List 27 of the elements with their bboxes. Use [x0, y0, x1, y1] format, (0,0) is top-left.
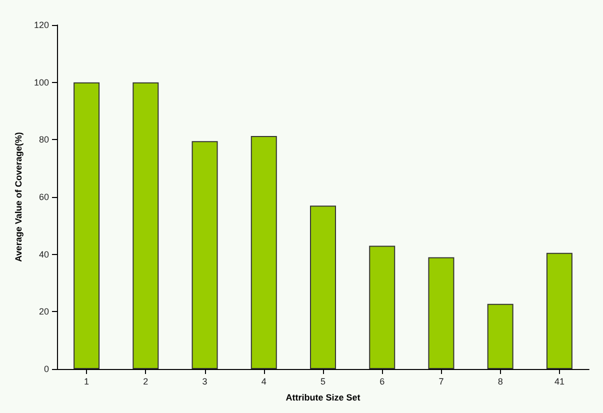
x-tick-label: 7: [438, 376, 444, 386]
bar: [74, 82, 100, 369]
y-tick-label: 20: [38, 306, 49, 317]
x-tick-label: 5: [320, 376, 326, 386]
x-tick-label: 6: [380, 376, 385, 386]
y-axis-title: Average Value of Coverage(%): [14, 132, 24, 262]
y-tick-label: 80: [38, 134, 49, 145]
x-tick-label: 4: [261, 376, 266, 386]
bar: [428, 257, 454, 369]
bar: [132, 82, 159, 369]
y-tick-label: 0: [44, 364, 49, 374]
bar: [487, 304, 514, 369]
y-tick-label: 40: [38, 249, 49, 260]
bar: [192, 141, 218, 369]
bar: [369, 246, 396, 369]
x-tick-label: 3: [202, 376, 208, 386]
x-tick-label: 2: [143, 376, 148, 386]
x-axis-title: Attribute Size Set: [286, 392, 360, 402]
y-tick-label: 120: [34, 20, 49, 30]
y-tick-label: 60: [38, 192, 49, 202]
bar: [310, 206, 336, 369]
bar: [250, 136, 277, 369]
x-tick-label: 1: [84, 376, 90, 386]
bar: [546, 252, 572, 369]
x-tick-label: 41: [554, 376, 564, 386]
x-tick-label: 8: [498, 376, 503, 386]
y-tick-label: 100: [34, 77, 49, 88]
